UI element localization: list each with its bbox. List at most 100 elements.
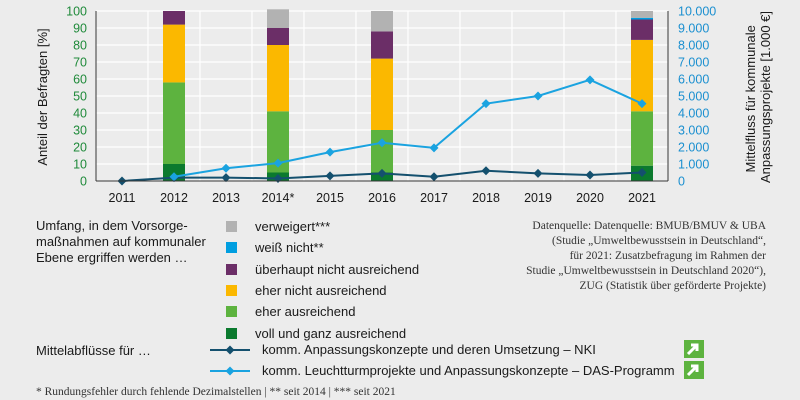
legend-label: überhaupt nicht ausreichend	[255, 261, 420, 277]
x-tick-label: 2015	[316, 191, 344, 205]
source-line-5: ZUG (Statistik über geförderte Projekte)	[579, 280, 767, 292]
bar-segment	[267, 28, 289, 45]
x-tick-label: 2018	[472, 191, 500, 205]
y-tick-right: 3.000	[678, 124, 709, 138]
y-tick-right: 4.000	[678, 107, 709, 121]
data-point	[637, 168, 647, 177]
bar-segment	[631, 19, 653, 40]
y-tick-left: 90	[73, 22, 87, 36]
bar-segment	[163, 24, 185, 83]
legend-item: voll und ganz ausreichend	[226, 326, 406, 341]
line-legend-label: komm. Leuchtturmprojekte und Anpassungsk…	[262, 363, 675, 378]
axes: 0 10 20 30 40 50 60 70 80 90 100 0 1.000 2.000 3.000 4.…	[66, 5, 716, 206]
data-point	[429, 172, 439, 182]
y-tick-right: 7.000	[678, 56, 709, 70]
bar-segment	[631, 111, 653, 166]
source-line-4: Studie „Umweltbewusstsein in Deutschland…	[526, 265, 766, 277]
legend-label: voll und ganz ausreichend	[255, 325, 407, 341]
legend-item: weiß nicht**	[226, 240, 324, 255]
bar-segment	[371, 58, 393, 130]
bar-segment	[267, 45, 289, 112]
source-note: Datenquelle: Datenquelle: BMUB/BMUV & UB…	[526, 219, 766, 294]
legend-swatch	[226, 327, 237, 339]
lines-legend-title: Mittelabflüsse für …	[36, 343, 151, 358]
bar-segment	[631, 17, 653, 20]
data-point	[533, 91, 543, 101]
data-point	[481, 99, 491, 109]
line-legend-item: komm. Leuchtturmprojekte und Anpassungsk…	[210, 363, 675, 378]
line-legend-swatch	[210, 366, 250, 375]
y-tick-left: 60	[73, 73, 87, 87]
data-point	[169, 172, 179, 182]
data-point	[377, 168, 387, 178]
source-line-2: (Studie „Umweltbewusstsein in Deutschlan…	[552, 235, 766, 247]
legend-swatch	[226, 263, 237, 275]
data-point	[533, 168, 543, 178]
source-line-3: für 2021: Zusatzbefragung im Rahmen der	[569, 250, 766, 262]
bar-segment	[631, 39, 653, 112]
y-tick-left: 80	[73, 39, 87, 53]
x-tick-label: 2013	[212, 191, 240, 205]
x-tick-label: 2011	[109, 191, 136, 205]
line-legend-label: komm. Anpassungskonzepte und deren Umset…	[262, 342, 596, 357]
bar-segment	[163, 11, 185, 25]
bar-segment	[267, 9, 289, 29]
data-point	[637, 99, 647, 109]
x-tick-label: 2021	[628, 191, 656, 205]
data-point	[585, 170, 595, 180]
y-tick-left: 50	[73, 90, 87, 104]
y-tick-right: 9.000	[678, 22, 709, 36]
y-tick-left: 30	[73, 124, 87, 138]
footnote: * Rundungsfehler durch fehlende Dezimals…	[36, 386, 396, 398]
y-tick-right: 8.000	[678, 39, 709, 53]
legend-swatch	[226, 284, 237, 296]
bar-segment	[371, 31, 393, 59]
lines	[117, 75, 647, 186]
trend-arrow-icon	[684, 361, 704, 379]
x-tick-label: 2016	[368, 191, 396, 205]
legend-swatch	[226, 221, 237, 232]
y-tick-right: 5.000	[678, 90, 709, 104]
legend-item: verweigert***	[226, 219, 330, 234]
bar-segment	[267, 111, 289, 173]
source-line-1: Datenquelle: Datenquelle: BMUB/BMUV & UB…	[532, 220, 766, 232]
y-axis-label-left: Anteil der Befragten [%]	[35, 28, 50, 165]
data-point	[273, 158, 283, 168]
data-point	[481, 166, 491, 176]
bar-segment	[371, 11, 393, 32]
series-line	[173, 78, 643, 178]
data-point	[221, 173, 231, 183]
swatch-marker	[225, 366, 235, 375]
bar-segment	[163, 82, 185, 164]
data-point	[377, 138, 387, 148]
legend-label: verweigert***	[255, 219, 331, 234]
y-tick-left: 0	[80, 175, 87, 189]
legend-item: eher nicht ausreichend	[226, 283, 387, 298]
legend-swatch	[226, 242, 237, 254]
y-tick-left: 20	[73, 141, 87, 155]
x-tick-label: 2019	[524, 191, 552, 205]
bars-legend-title: Umfang, in dem Vorsorge-maßnahmen auf ko…	[36, 218, 211, 266]
line-legend-item: komm. Anpassungskonzepte und deren Umset…	[210, 342, 596, 357]
y-tick-left: 100	[66, 5, 87, 19]
y-tick-left: 70	[73, 56, 87, 70]
bars-legend-title-text: Umfang, in dem Vorsorge-maßnahmen auf ko…	[36, 218, 206, 265]
y-tick-left: 10	[73, 158, 87, 172]
data-point	[221, 163, 231, 173]
y-tick-right: 2.000	[678, 141, 709, 155]
bar-segment	[371, 130, 393, 173]
x-tick-label: 2012	[160, 191, 188, 205]
y-tick-left: 40	[73, 107, 87, 121]
legend-item: eher ausreichend	[226, 304, 355, 319]
legend-swatch	[226, 306, 237, 318]
data-point	[325, 147, 335, 157]
y-tick-right: 10.000	[678, 5, 716, 19]
trend-arrow-icon	[684, 340, 704, 358]
legend-label: eher ausreichend	[255, 304, 356, 320]
legend-item: überhaupt nicht ausreichend	[226, 262, 419, 277]
swatch-marker	[225, 345, 235, 354]
x-tick-label: 2014*	[262, 191, 295, 205]
y-axis-label-right: Mittelfluss für kommunale Anpassungsproj…	[743, 11, 773, 183]
legend-label: weiß nicht**	[255, 240, 324, 256]
